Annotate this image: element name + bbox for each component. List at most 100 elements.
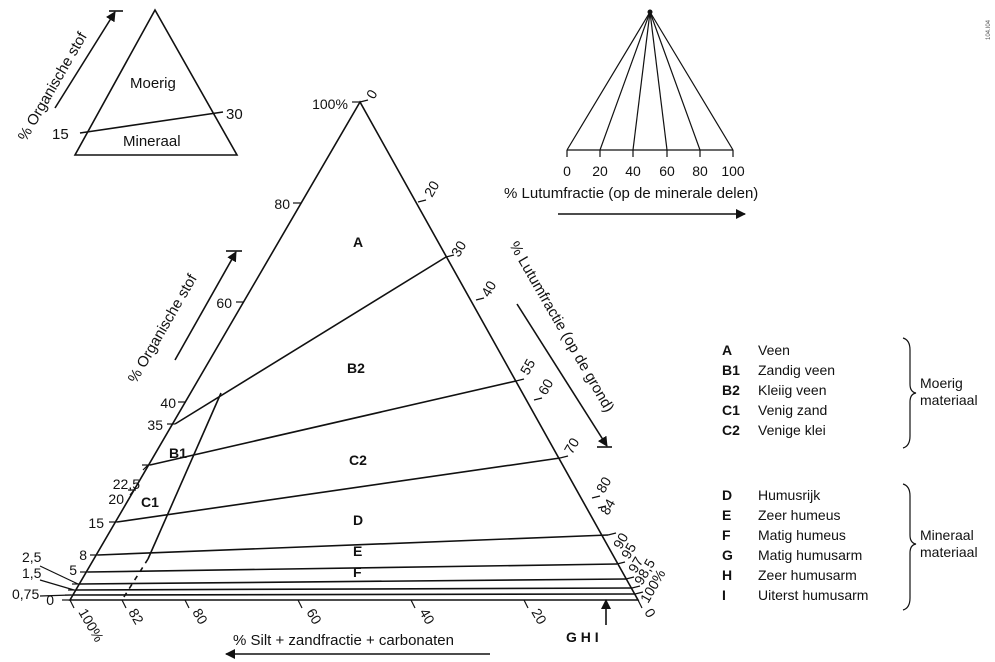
left-tick-leader bbox=[39, 565, 79, 585]
right-tick-mark bbox=[607, 532, 617, 536]
left-tick-label: 40 bbox=[160, 395, 176, 411]
right-tick-mark bbox=[359, 99, 369, 103]
boundary-line-5-95 bbox=[87, 563, 618, 573]
fan-line bbox=[599, 11, 651, 151]
legend-label: Zeer humeus bbox=[758, 507, 840, 523]
legend-group-moerig-1: Moerig bbox=[920, 375, 963, 391]
legend-label: Matig humeus bbox=[758, 527, 846, 543]
zone-e: E bbox=[353, 543, 362, 559]
right-tick-label: 30 bbox=[448, 238, 470, 260]
boundary-line-35-30 bbox=[174, 256, 447, 425]
left-tick-label: 8 bbox=[79, 547, 87, 563]
legend-brace-mineraal bbox=[902, 483, 917, 611]
right-tick-label: 84 bbox=[597, 496, 619, 518]
left-tick-label: 35 bbox=[147, 417, 163, 433]
right-tick-mark bbox=[616, 561, 626, 565]
boundary-line-2-97 bbox=[79, 578, 627, 585]
right-tick-mark bbox=[591, 495, 601, 499]
legend-code: E bbox=[722, 507, 731, 523]
legend-code: C1 bbox=[722, 402, 740, 418]
small-triangle-zone-mineraal: Mineraal bbox=[123, 133, 181, 150]
bottom-tick-mark bbox=[121, 599, 127, 609]
left-tick-label: 0,75 bbox=[12, 586, 39, 602]
left-tick-label: 20 bbox=[108, 491, 124, 507]
fan-tick-label: 40 bbox=[625, 163, 641, 179]
right-tick-label: 97 bbox=[625, 554, 647, 576]
right-tick-mark bbox=[515, 378, 525, 382]
small-triangle-boundary-line bbox=[79, 111, 224, 134]
bottom-tick-mark bbox=[637, 599, 643, 609]
legend: A Veen B1 Zandig veen B2 Kleiig veen C1 Venig z… bbox=[722, 342, 868, 603]
left-tick-leader bbox=[129, 489, 135, 496]
fan-tick-label: 20 bbox=[592, 163, 608, 179]
legend-label: Humusrijk bbox=[758, 487, 821, 503]
divider-line-82-dashed bbox=[121, 558, 149, 601]
fan-diagram: 0 20 40 60 80 100 % Lutumfractie (op de miner… bbox=[504, 9, 758, 219]
bottom-axis-label: % Silt + zandfractie + carbonaten bbox=[233, 632, 454, 649]
legend-label: Zeer humusarm bbox=[758, 567, 857, 583]
legend-group-mineraal-2: materiaal bbox=[920, 544, 978, 560]
boundary-line-1-98 bbox=[75, 587, 633, 591]
bottom-tick-label: 0 bbox=[641, 606, 659, 621]
left-axis-arrow bbox=[174, 251, 237, 361]
zone-b2: B2 bbox=[347, 360, 365, 376]
legend-brace-moerig bbox=[902, 337, 917, 449]
small-triangle-zone-moerig: Moerig bbox=[130, 75, 176, 92]
right-tick-mark bbox=[559, 455, 569, 459]
small-triangle-axis-arrow bbox=[54, 11, 116, 109]
boundary-line-22-55 bbox=[149, 380, 517, 466]
fan-line bbox=[649, 11, 701, 151]
right-tick-label: 90 bbox=[610, 530, 632, 552]
zone-a: A bbox=[353, 234, 363, 250]
legend-code: D bbox=[722, 487, 732, 503]
left-tick-label: 5 bbox=[69, 562, 77, 578]
bottom-tick-mark bbox=[69, 599, 75, 609]
right-tick-label: 20 bbox=[421, 178, 443, 200]
left-tick-label: 60 bbox=[216, 295, 232, 311]
small-triangle-right-value: 30 bbox=[226, 106, 243, 123]
bottom-tick-mark bbox=[410, 599, 416, 609]
right-tick-label: 80 bbox=[593, 474, 615, 496]
right-tick-label: 0 bbox=[363, 87, 381, 102]
legend-code: G bbox=[722, 547, 733, 563]
boundary-line-8-90 bbox=[97, 534, 609, 556]
small-triangle: % Organische stof Moerig Mineraal 15 30 bbox=[15, 8, 243, 156]
boundary-line-0-100 bbox=[72, 593, 636, 596]
fan-axis-label: % Lutumfractie (op de minerale delen) bbox=[504, 185, 758, 202]
right-axis-label: % Lutumfractie (op de grond) bbox=[506, 239, 618, 416]
right-tick-mark bbox=[445, 254, 455, 258]
left-tick-label: 15 bbox=[88, 515, 104, 531]
right-tick-label: 95 bbox=[618, 540, 640, 562]
legend-label: Venig zand bbox=[758, 402, 827, 418]
left-tick-leader bbox=[142, 464, 149, 471]
legend-label: Kleiig veen bbox=[758, 382, 827, 398]
side-code: 104.I04 bbox=[986, 19, 992, 40]
right-tick-mark bbox=[597, 505, 607, 509]
right-tick-mark bbox=[417, 199, 427, 203]
legend-code: F bbox=[722, 527, 731, 543]
zone-c2: C2 bbox=[349, 452, 367, 468]
bottom-tick-label: 20 bbox=[528, 606, 550, 628]
right-tick-label: 40 bbox=[478, 278, 500, 300]
zone-d: D bbox=[353, 512, 363, 528]
legend-group-mineraal-1: Mineraal bbox=[920, 527, 974, 543]
left-tick-label: 22,5 bbox=[113, 476, 140, 492]
divider-line-82 bbox=[147, 392, 222, 560]
legend-code: I bbox=[722, 587, 726, 603]
bottom-tick-label: 80 bbox=[189, 606, 211, 628]
legend-code: B2 bbox=[722, 382, 740, 398]
left-axis-label: % Organische stof bbox=[125, 271, 201, 386]
bottom-tick-label: 60 bbox=[303, 606, 325, 628]
legend-label: Veen bbox=[758, 342, 790, 358]
bottom-tick-mark bbox=[297, 599, 303, 609]
boundary-line-15-70 bbox=[116, 457, 561, 523]
right-axis-arrow bbox=[516, 303, 608, 447]
left-tick-label: 100% bbox=[312, 96, 348, 112]
bottom-tick-label: 40 bbox=[416, 606, 438, 628]
fan-line bbox=[649, 11, 668, 151]
right-tick-mark bbox=[625, 576, 635, 580]
zone-f: F bbox=[353, 564, 362, 580]
legend-code: C2 bbox=[722, 422, 740, 438]
bottom-tick-label: 100% bbox=[75, 606, 107, 645]
